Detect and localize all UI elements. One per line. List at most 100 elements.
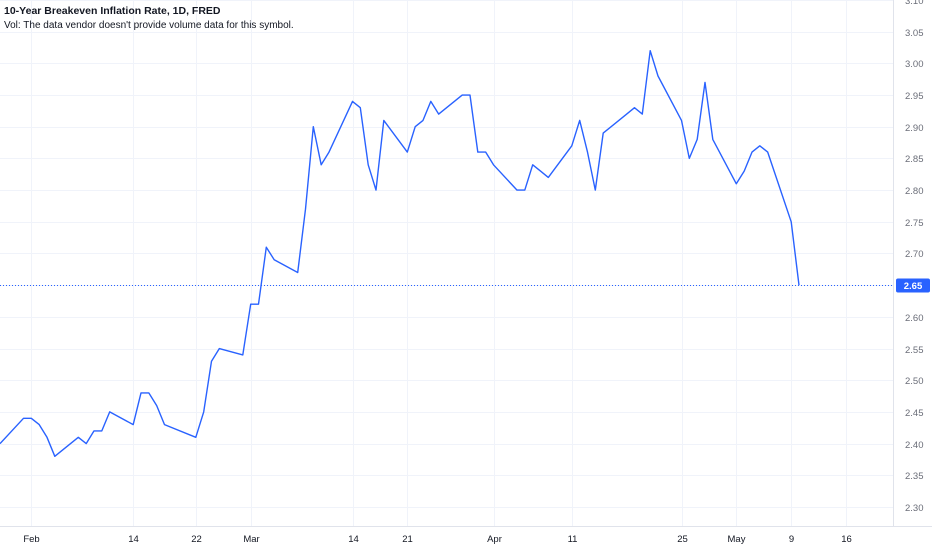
data-point — [704, 81, 707, 84]
data-point — [578, 119, 581, 122]
data-point — [422, 119, 425, 122]
data-point — [696, 138, 699, 141]
y-tick-label: 2.50 — [905, 376, 924, 387]
y-tick-label: 2.90 — [905, 123, 924, 134]
y-tick-label: 2.55 — [905, 345, 924, 356]
x-tick-label: May — [728, 534, 746, 545]
data-point — [249, 303, 252, 306]
y-tick-label: 2.40 — [905, 440, 924, 451]
x-tick-label: Feb — [23, 534, 39, 545]
x-tick-label: 9 — [789, 534, 794, 545]
x-tick-label: Mar — [243, 534, 259, 545]
volume-note: Vol: The data vendor doesn't provide vol… — [4, 20, 294, 31]
data-point — [766, 151, 769, 154]
data-point — [657, 75, 660, 78]
x-tick-label: Apr — [487, 534, 502, 545]
data-point — [790, 220, 793, 223]
data-point — [210, 360, 213, 363]
data-point — [437, 113, 440, 116]
data-point — [649, 49, 652, 52]
y-tick-label: 2.70 — [905, 249, 924, 260]
data-point — [265, 246, 268, 249]
data-point — [46, 436, 49, 439]
data-point — [194, 436, 197, 439]
data-point — [273, 258, 276, 261]
data-point — [202, 410, 205, 413]
data-point — [602, 132, 605, 135]
data-point — [108, 410, 111, 413]
price-axis[interactable]: 2.30 2.35 2.40 2.45 2.50 2.55 2.60 2.65 2.70 2.75… — [905, 0, 924, 514]
data-point — [539, 170, 542, 173]
y-tick-label: 3.00 — [905, 59, 924, 70]
last-value-badge: 2.65 — [896, 278, 930, 293]
data-point — [516, 189, 519, 192]
legend: 10-Year Breakeven Inflation Rate, 1D, FR… — [4, 4, 294, 33]
data-point — [570, 144, 573, 147]
data-point — [100, 429, 103, 432]
last-value-badge-bg — [896, 278, 930, 293]
data-point — [688, 157, 691, 160]
data-point — [312, 125, 315, 128]
data-point — [320, 163, 323, 166]
grid — [0, 0, 893, 526]
data-point — [492, 163, 495, 166]
data-point — [147, 391, 150, 394]
y-tick-label: 2.75 — [905, 218, 924, 229]
y-tick-label: 2.80 — [905, 186, 924, 197]
last-value-label: 2.65 — [904, 281, 923, 292]
x-tick-label: 14 — [348, 534, 359, 545]
data-point — [547, 176, 550, 179]
data-point — [257, 303, 260, 306]
data-point — [798, 284, 801, 287]
data-point — [351, 100, 354, 103]
data-point — [469, 94, 472, 97]
data-point — [53, 455, 56, 458]
data-point — [359, 106, 362, 109]
data-point — [484, 151, 487, 154]
data-point — [711, 138, 714, 141]
data-point — [304, 208, 307, 211]
data-point — [77, 436, 80, 439]
data-point — [641, 113, 644, 116]
x-tick-label: 11 — [568, 534, 578, 545]
series-line[interactable] — [0, 50, 800, 457]
x-tick-label: 14 — [128, 534, 139, 545]
data-point — [132, 423, 135, 426]
data-point — [30, 417, 33, 420]
x-tick-label: 25 — [677, 534, 688, 545]
data-point — [633, 106, 636, 109]
y-tick-label: 2.85 — [905, 154, 924, 165]
data-point — [680, 119, 683, 122]
y-tick-label: 2.60 — [905, 313, 924, 324]
data-point — [93, 429, 96, 432]
data-point — [367, 163, 370, 166]
data-point — [163, 423, 166, 426]
chart-title[interactable]: 10-Year Breakeven Inflation Rate, 1D, FR… — [4, 5, 221, 17]
data-point — [406, 151, 409, 154]
y-tick-label: 3.05 — [905, 28, 924, 39]
data-point — [461, 94, 464, 97]
data-point — [758, 144, 761, 147]
data-point — [735, 182, 738, 185]
data-point — [751, 151, 754, 154]
data-point — [22, 417, 25, 420]
data-point — [594, 189, 597, 192]
x-tick-label: 16 — [841, 534, 852, 545]
data-point — [382, 119, 385, 122]
data-point — [531, 163, 534, 166]
x-tick-label: 22 — [191, 534, 202, 545]
data-point — [241, 353, 244, 356]
data-point — [414, 125, 417, 128]
y-tick-label: 2.45 — [905, 408, 924, 419]
x-tick-label: 21 — [402, 534, 413, 545]
data-point — [155, 404, 158, 407]
data-point — [38, 423, 41, 426]
time-axis[interactable]: Feb 14 22 Mar 14 21 Apr 11 25 May 9 16 — [23, 534, 851, 545]
data-point — [476, 151, 479, 154]
y-tick-label: 3.10 — [905, 0, 924, 7]
data-point — [625, 113, 628, 116]
data-point — [85, 442, 88, 445]
data-point — [140, 391, 143, 394]
data-point — [743, 170, 746, 173]
